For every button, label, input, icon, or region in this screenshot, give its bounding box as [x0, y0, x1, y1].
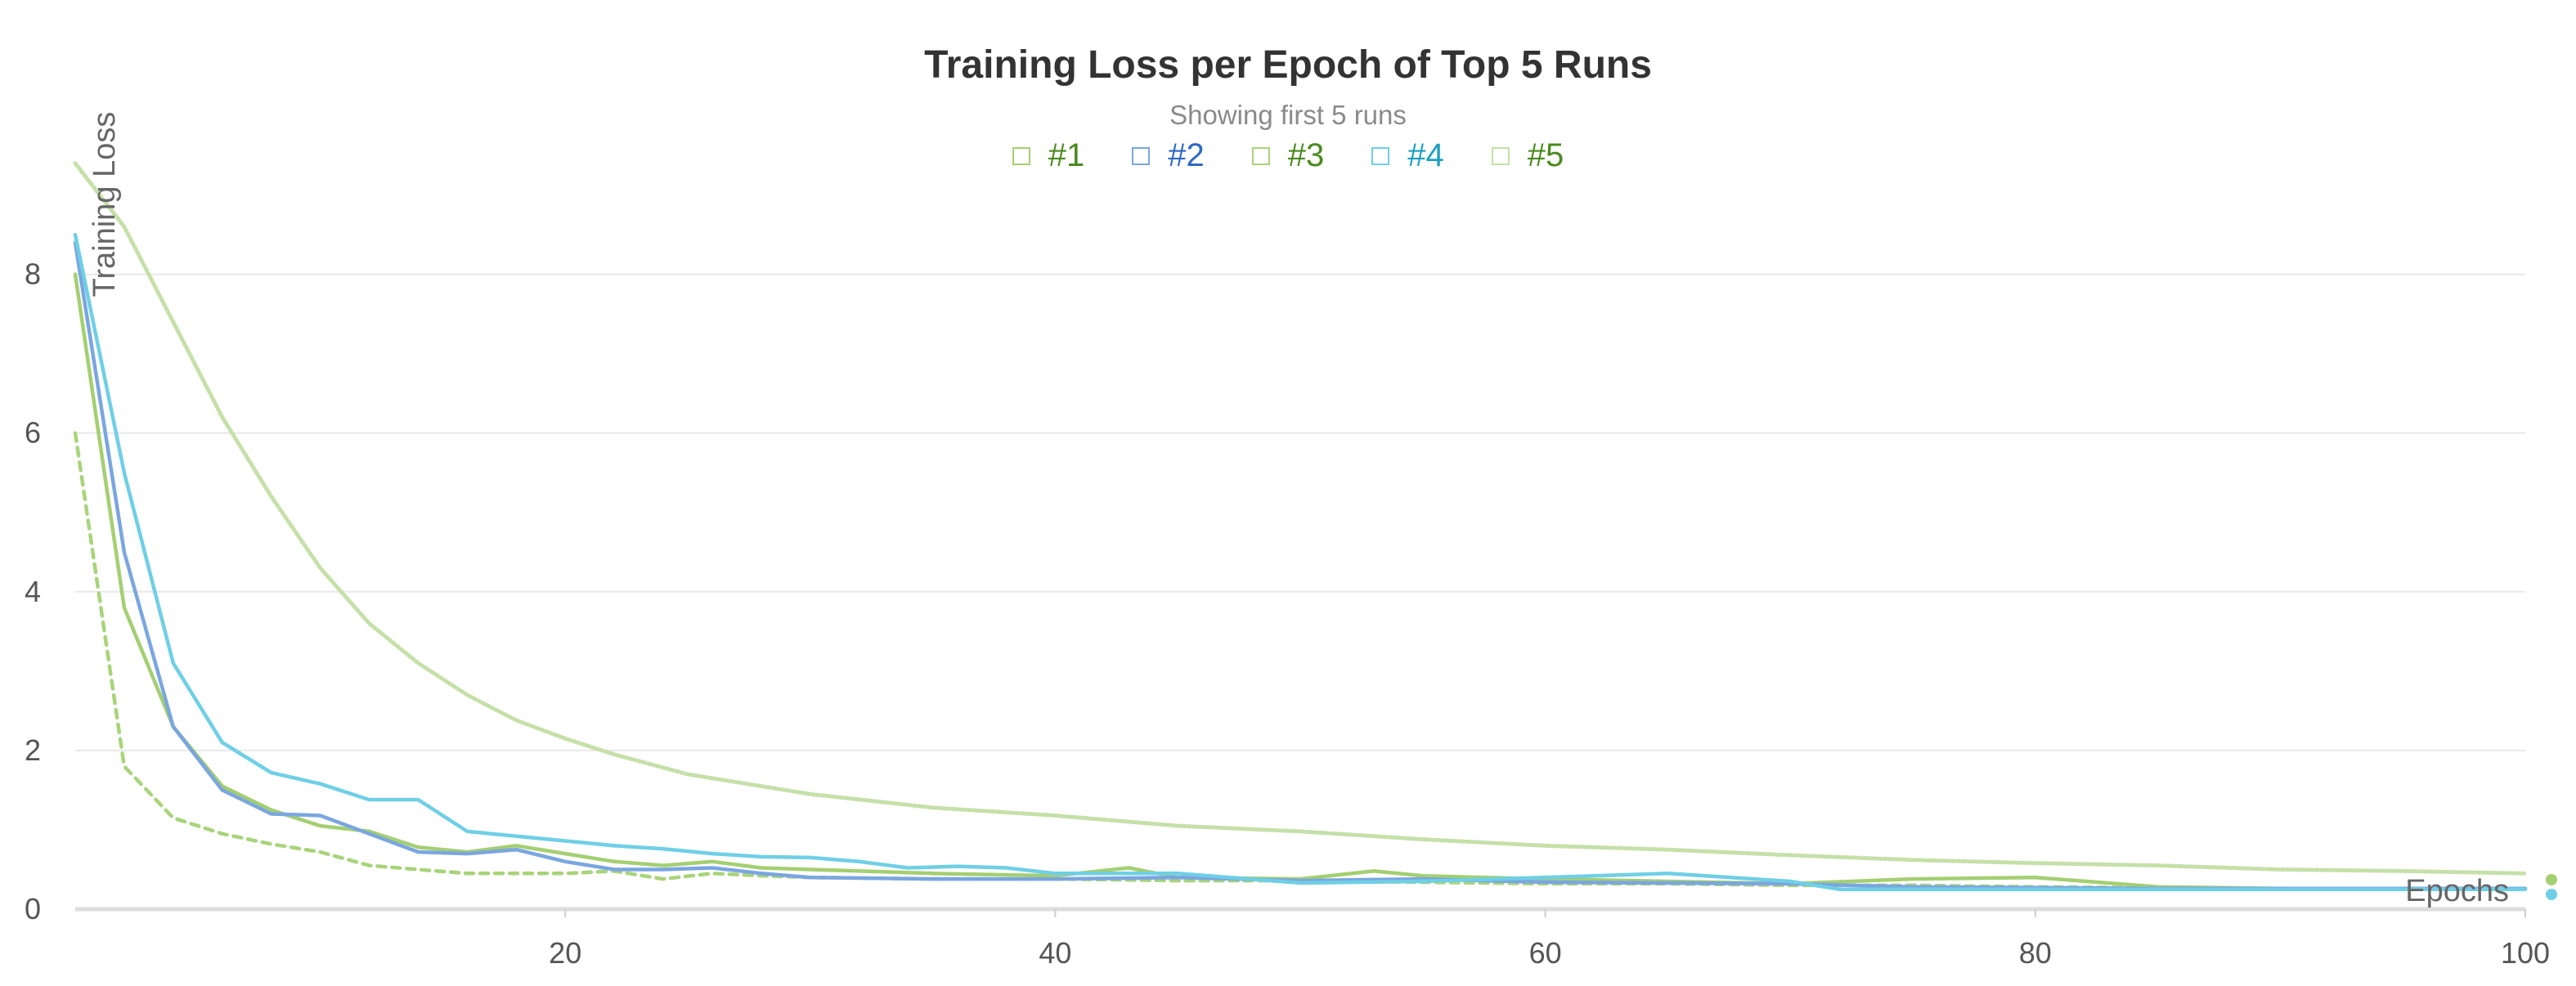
y-tick-label: 2	[25, 733, 41, 767]
y-axis-label: Training Loss	[88, 112, 122, 298]
chart-subtitle: Showing first 5 runs	[1169, 100, 1407, 130]
series-end-markers	[2546, 874, 2557, 900]
x-tick-label: 80	[2019, 936, 2052, 970]
legend-label: #5	[1527, 137, 1564, 173]
series-line-3[interactable]	[73, 431, 2528, 891]
legend-item-2[interactable]: #2	[1132, 137, 1205, 174]
series-end-dot	[2546, 874, 2557, 885]
series-end-dot	[2546, 889, 2557, 900]
legend-swatch	[1371, 146, 1390, 165]
legend-label: #3	[1287, 137, 1325, 173]
y-tick-label: 8	[25, 258, 41, 291]
x-tick-label: 20	[549, 936, 581, 970]
legend-item-4[interactable]: #4	[1371, 137, 1444, 174]
y-tick-label: 0	[25, 892, 41, 925]
legend-swatch	[1132, 146, 1151, 165]
legend: #1 #2 #3 #4 #5	[0, 137, 2576, 174]
legend-label: #1	[1048, 137, 1085, 173]
x-tick-label: 100	[2501, 936, 2550, 970]
axis-ticks: 0 2 4 6 8 20 40 60 80 100	[25, 258, 2550, 970]
legend-item-3[interactable]: #3	[1251, 137, 1325, 174]
series-lines	[73, 161, 2528, 891]
y-tick-label: 6	[25, 416, 41, 450]
chart-title: Training Loss per Epoch of Top 5 Runs	[924, 43, 1652, 87]
legend-swatch	[1251, 146, 1270, 165]
legend-label: #2	[1168, 137, 1205, 173]
x-tick-label: 60	[1529, 936, 1562, 970]
y-tick-label: 4	[25, 575, 41, 608]
series-line-4[interactable]	[73, 232, 2528, 891]
legend-item-5[interactable]: #5	[1491, 137, 1564, 174]
legend-label: #4	[1407, 137, 1444, 173]
legend-swatch	[1012, 146, 1030, 165]
series-line-2[interactable]	[73, 240, 2528, 891]
x-tick-label: 40	[1039, 936, 1071, 970]
grid-lines	[75, 273, 2525, 912]
series-line-1[interactable]	[73, 272, 2528, 891]
legend-item-1[interactable]: #1	[1012, 137, 1085, 174]
series-line-5[interactable]	[73, 161, 2528, 876]
legend-swatch	[1491, 146, 1510, 165]
x-axis-label: Epochs	[2405, 874, 2509, 908]
